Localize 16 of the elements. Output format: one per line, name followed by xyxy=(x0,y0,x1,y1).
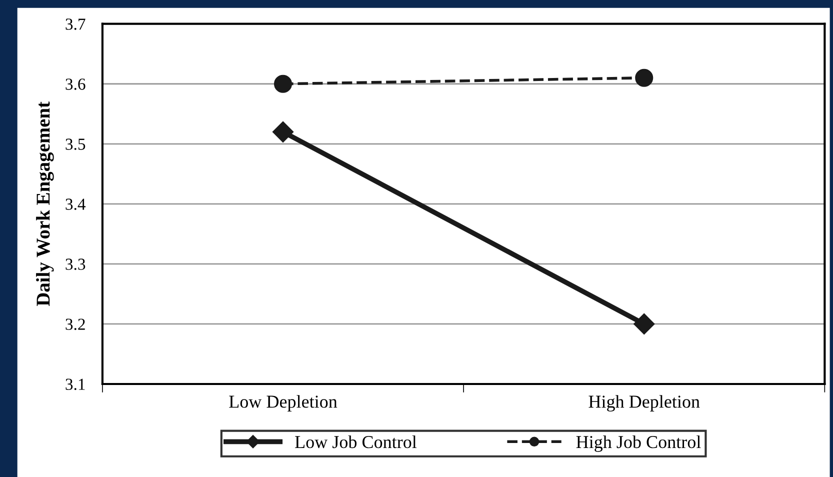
y-axis-title: Daily Work Engagement xyxy=(36,102,54,306)
x-tick-label: High Depletion xyxy=(588,395,700,412)
point xyxy=(634,313,655,334)
x-tick-label: Low Depletion xyxy=(229,395,338,412)
point xyxy=(635,68,654,87)
y-tick-label: 3.2 xyxy=(66,318,85,330)
legend-label: High Job Control xyxy=(576,435,701,452)
y-tick-label: 3.4 xyxy=(66,198,86,210)
y-tick-label: 3.6 xyxy=(66,78,86,90)
point xyxy=(274,74,292,93)
y-tick-label: 3.3 xyxy=(66,258,86,270)
y-tick-label: 3.1 xyxy=(66,378,85,390)
legend-label: Low Job Control xyxy=(295,435,417,448)
y-tick-label: 3.7 xyxy=(66,18,86,30)
point xyxy=(272,121,294,142)
y-tick-label: 3.5 xyxy=(66,138,86,150)
